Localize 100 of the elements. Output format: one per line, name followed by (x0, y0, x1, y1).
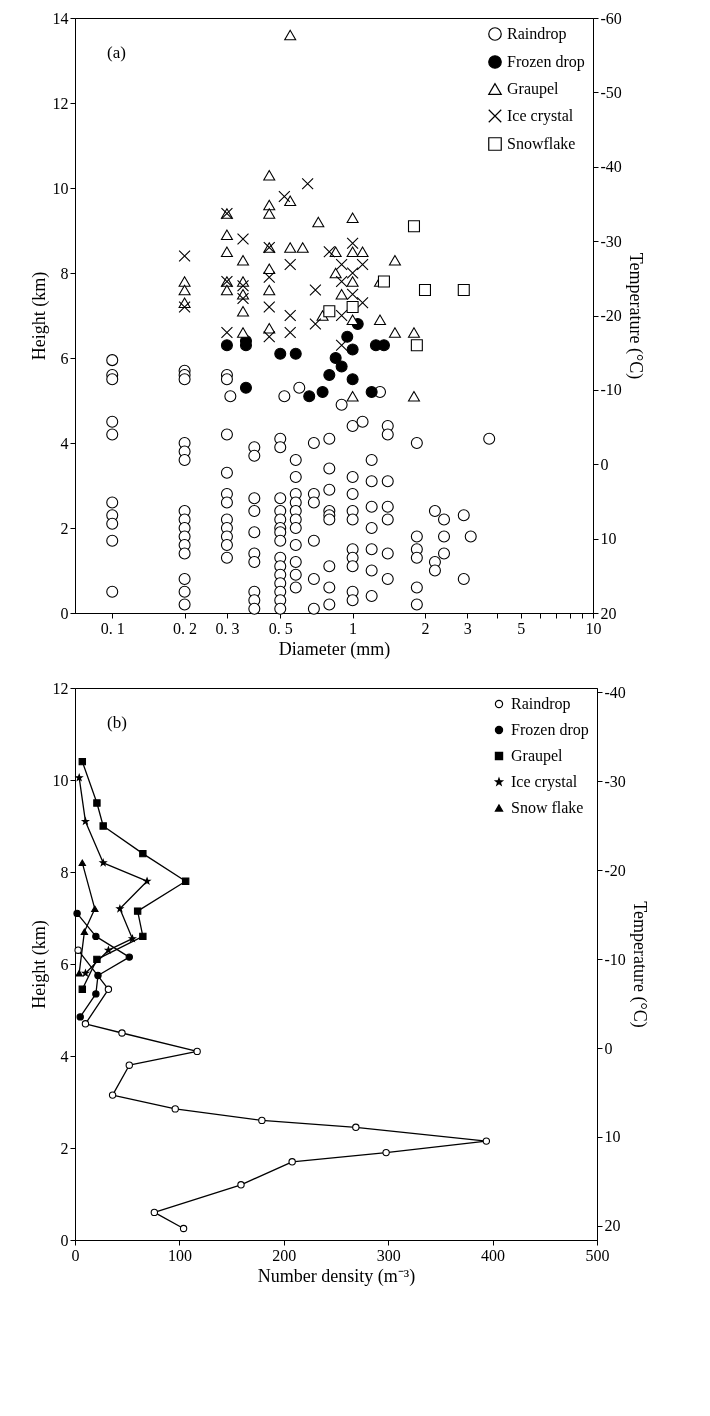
y2-tick-label: 10 (600, 530, 617, 548)
point (150, 1208, 159, 1217)
x-tick-label: 0. 5 (268, 619, 293, 637)
y-tick-label: 2 (60, 1139, 69, 1157)
point (81, 969, 89, 977)
y2-tick-label: -60 (600, 9, 622, 27)
y2-tick-label: 10 (604, 1128, 621, 1146)
point (171, 1105, 179, 1113)
point (74, 946, 82, 954)
point (76, 1013, 84, 1021)
y-tick-label: 2 (60, 519, 69, 537)
point (99, 822, 107, 830)
y-tick-label: 6 (60, 349, 69, 367)
point (92, 990, 100, 998)
legend-label: Ice crystal (507, 107, 574, 125)
point (139, 849, 147, 858)
y2-tick-label: -40 (600, 158, 622, 176)
y-tick-label: 12 (52, 94, 69, 112)
point (94, 971, 102, 980)
y2-axis-title: Temperature (°C) (628, 901, 650, 1028)
y2-tick-label: -50 (600, 83, 622, 101)
legend-label: Frozen drop (511, 721, 589, 739)
x-axis-title: Diameter (mm) (278, 638, 391, 660)
y2-tick-label: 0 (600, 455, 609, 473)
point (73, 909, 81, 918)
point (237, 1181, 245, 1189)
y-axis-title: Height (km) (28, 920, 50, 1009)
y2-tick-label: 20 (600, 604, 617, 622)
y-tick-label: 4 (60, 1047, 69, 1065)
x-tick-label: 400 (481, 1246, 506, 1264)
x-tick-label: 500 (585, 1246, 610, 1264)
x-tick-label: 0. 1 (100, 619, 125, 637)
x-tick-label: 0. 3 (215, 619, 240, 637)
point (181, 877, 190, 885)
point (80, 928, 89, 936)
x-axis-title: Number density (m⁻³) (257, 1265, 416, 1287)
point (116, 905, 124, 912)
point (133, 907, 142, 915)
y2-tick-label: -30 (600, 232, 622, 250)
y2-axis-title: Temperature (°C) (624, 252, 646, 380)
point (75, 969, 83, 977)
point (75, 773, 83, 781)
y-tick-label: 14 (52, 9, 69, 27)
point (128, 934, 136, 942)
point (143, 877, 151, 885)
y-tick-label: 10 (52, 771, 69, 789)
legend-label: Snow flake (511, 799, 584, 816)
legend-label: Graupel (511, 747, 564, 765)
x-tick-label: 100 (167, 1246, 192, 1264)
y2-tick-label: -30 (604, 772, 626, 790)
y-tick-label: 0 (60, 604, 69, 622)
point (81, 1020, 90, 1028)
x-tick-label: 1 (349, 619, 358, 637)
y2-tick-label: -20 (600, 307, 622, 324)
legend-label: Ice crystal (511, 773, 578, 791)
point (352, 1123, 360, 1132)
legend-label: Snowflake (507, 135, 576, 152)
point (93, 955, 101, 964)
legend-label: Raindrop (507, 25, 567, 43)
point (382, 1148, 390, 1157)
point (125, 1061, 133, 1069)
y-tick-label: 0 (60, 1231, 69, 1249)
point (91, 905, 99, 913)
legend-label: Graupel (507, 80, 560, 98)
y-tick-label: 8 (60, 863, 69, 881)
y2-tick-label: -10 (600, 381, 622, 399)
y2-tick-label: -10 (604, 950, 626, 968)
y-tick-label: 10 (52, 179, 69, 197)
x-tick-label: 0 (71, 1246, 80, 1264)
y2-tick-label: -20 (604, 861, 626, 879)
legend-label: Raindrop (511, 695, 571, 713)
x-tick-label: 200 (272, 1246, 297, 1264)
point (78, 757, 87, 766)
point (99, 859, 107, 866)
point (104, 946, 112, 954)
y-axis-title: Height (km) (28, 271, 50, 361)
point (288, 1158, 296, 1166)
x-tick-label: 5 (517, 619, 526, 637)
point (81, 817, 89, 825)
y-tick-label: 12 (52, 679, 69, 697)
text: (a) (107, 43, 126, 62)
legend-label: Frozen drop (507, 53, 585, 71)
y-tick-label: 6 (60, 955, 69, 973)
x-tick-label: 10 (585, 619, 602, 637)
x-tick-label: 0. 2 (173, 619, 198, 637)
point (78, 859, 87, 867)
point (193, 1047, 201, 1056)
point (104, 985, 113, 994)
point (139, 932, 147, 941)
point (118, 1029, 126, 1037)
point (108, 1091, 117, 1099)
point (258, 1116, 266, 1125)
y-tick-label: 4 (60, 434, 69, 452)
point (179, 1224, 188, 1233)
text: (b) (107, 713, 127, 732)
point (78, 985, 87, 994)
point (92, 932, 100, 941)
y2-tick-label: 0 (604, 1039, 613, 1057)
x-tick-label: 2 (421, 619, 430, 637)
y2-tick-label: 20 (604, 1217, 621, 1235)
